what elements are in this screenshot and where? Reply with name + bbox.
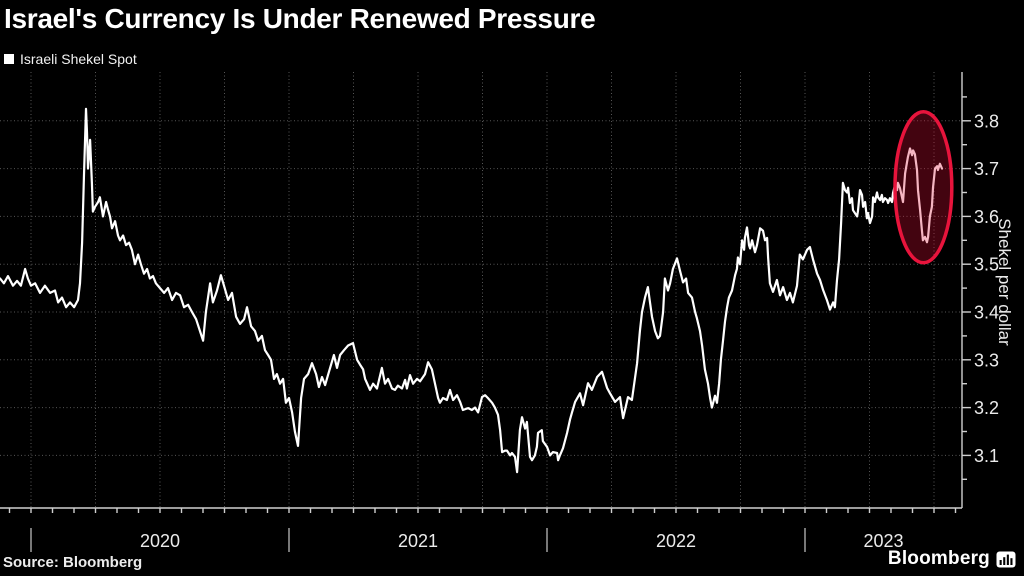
y-axis-title: Shekel per dollar xyxy=(995,218,1014,346)
source-credit: Source: Bloomberg xyxy=(3,554,143,571)
y-tick-label: 3.8 xyxy=(974,111,999,131)
bloomberg-wordmark: Bloomberg xyxy=(887,548,990,569)
y-tick-label: 3.5 xyxy=(974,255,999,275)
x-axis xyxy=(0,507,962,513)
x-tick-labels: 2020 2021 2022 2023 xyxy=(30,528,904,552)
y-tick-labels: 3.1 3.2 3.3 3.4 3.5 3.6 3.7 3.8 xyxy=(974,111,999,466)
y-tick-label: 3.3 xyxy=(974,350,999,370)
legend-label: Israeli Shekel Spot xyxy=(20,51,137,67)
x-tick-label: 2020 xyxy=(140,531,180,551)
price-line xyxy=(0,107,944,474)
y-tick-label: 3.4 xyxy=(974,303,999,323)
x-tick-label: 2021 xyxy=(398,531,438,551)
y-tick-label: 3.2 xyxy=(974,398,999,418)
y-axis xyxy=(961,72,971,508)
y-tick-label: 3.1 xyxy=(974,446,999,466)
highlight-ellipse xyxy=(893,109,954,265)
y-tick-label: 3.7 xyxy=(974,159,999,179)
legend-swatch-icon xyxy=(4,54,14,64)
x-tick-label: 2023 xyxy=(863,531,903,551)
bloomberg-terminal-icon xyxy=(996,551,1016,567)
legend: Israeli Shekel Spot xyxy=(4,51,137,67)
page-title: Israel's Currency Is Under Renewed Press… xyxy=(4,3,596,34)
gridlines xyxy=(0,72,962,508)
y-tick-label: 3.6 xyxy=(974,207,999,227)
x-tick-label: 2022 xyxy=(656,531,696,551)
bloomberg-logo: Bloomberg xyxy=(888,548,1016,570)
